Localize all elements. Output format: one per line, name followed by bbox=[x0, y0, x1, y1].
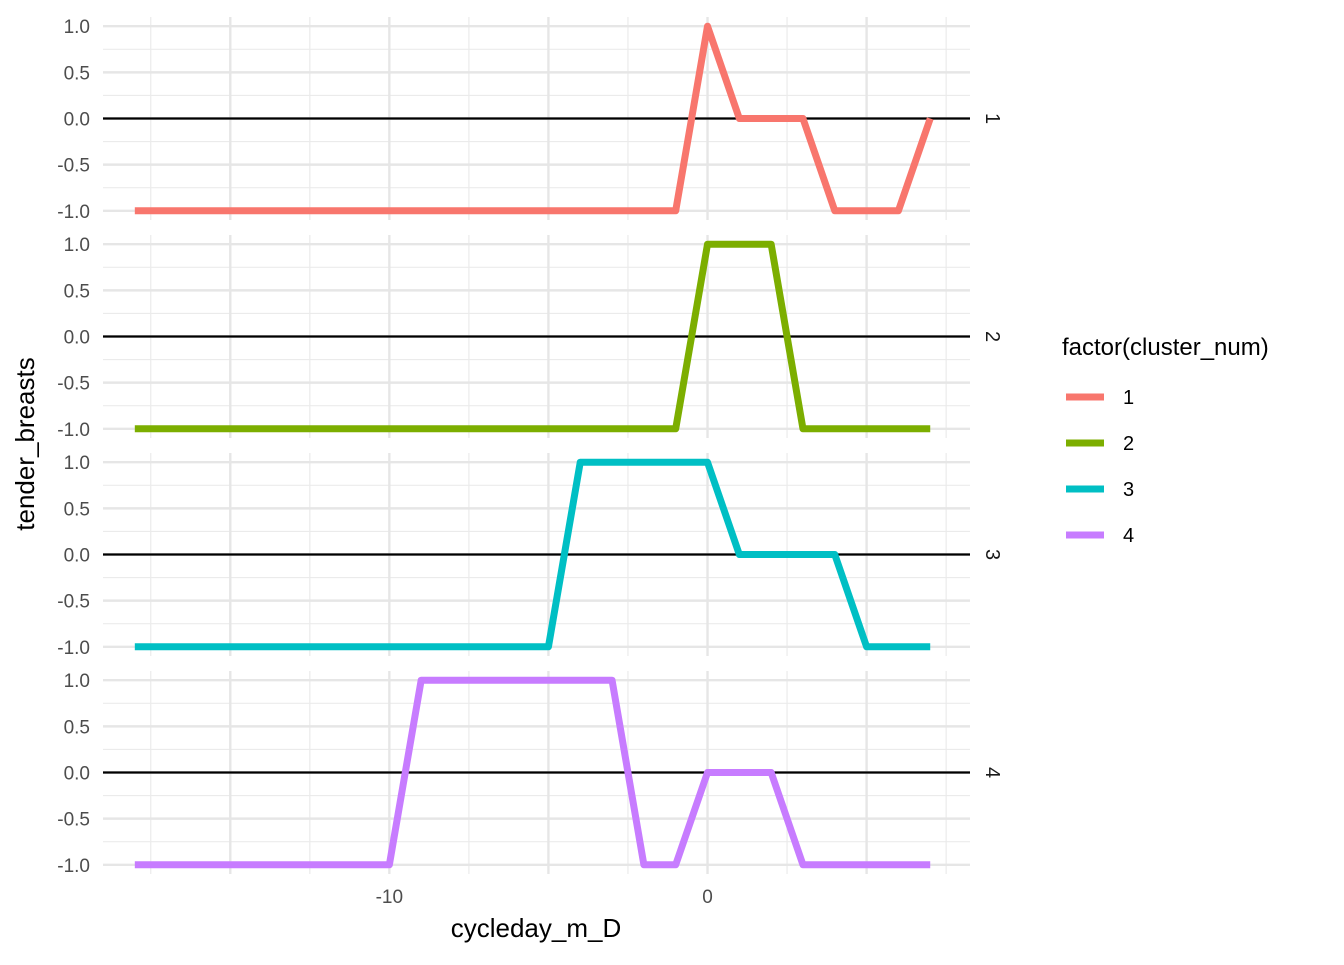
y-tick-label: -0.5 bbox=[57, 592, 90, 613]
y-tick-label: -0.5 bbox=[57, 156, 90, 177]
y-tick-label: -0.5 bbox=[57, 810, 90, 831]
series-line-4 bbox=[134, 676, 931, 869]
y-tick-label: -1.0 bbox=[57, 638, 90, 659]
legend-item-1: 1 bbox=[1066, 387, 1134, 409]
y-tick-label: -1.0 bbox=[57, 202, 90, 223]
y-tick-label: 0.5 bbox=[64, 281, 90, 302]
facet-strip-label: 3 bbox=[981, 549, 1003, 560]
y-tick-label: 1.0 bbox=[64, 235, 90, 256]
y-tick-label: 0.0 bbox=[64, 328, 90, 349]
x-tick-label: 0 bbox=[702, 887, 713, 908]
series-line-1 bbox=[134, 22, 934, 215]
y-tick-label: 1.0 bbox=[64, 17, 90, 38]
facet-panels: 1.0 0.5 0.0 -0.5 -1.0 1 1.0 0.5 0.0 -0.5 -1.0 2 1.0 0… bbox=[57, 17, 1003, 877]
series-line-3 bbox=[134, 458, 931, 651]
facet-panel-4: 1.0 0.5 0.0 -0.5 -1.0 4 bbox=[57, 671, 1003, 877]
y-axis-title: tender_breasts bbox=[10, 357, 40, 530]
y-tick-label: 1.0 bbox=[64, 671, 90, 692]
facet-strip-label: 1 bbox=[981, 113, 1003, 124]
y-tick-label: -1.0 bbox=[57, 420, 90, 441]
facet-panel-3: 1.0 0.5 0.0 -0.5 -1.0 3 bbox=[57, 453, 1003, 659]
legend-item-2: 2 bbox=[1066, 433, 1134, 455]
legend-item-3: 3 bbox=[1066, 479, 1134, 501]
series-line-2 bbox=[134, 240, 931, 433]
legend-title: factor(cluster_num) bbox=[1062, 334, 1269, 361]
legend-label: 1 bbox=[1123, 387, 1134, 409]
y-tick-label: 0.5 bbox=[64, 717, 90, 738]
facet-strip-label: 4 bbox=[981, 767, 1003, 778]
y-tick-label: 0.5 bbox=[64, 499, 90, 520]
y-tick-label: 0.5 bbox=[64, 63, 90, 84]
y-tick-label: 0.0 bbox=[64, 764, 90, 785]
facet-panel-1: 1.0 0.5 0.0 -0.5 -1.0 1 bbox=[57, 17, 1003, 223]
y-tick-label: 0.0 bbox=[64, 546, 90, 567]
facet-panel-2: 1.0 0.5 0.0 -0.5 -1.0 2 bbox=[57, 235, 1003, 441]
y-tick-label: 0.0 bbox=[64, 110, 90, 131]
legend-label: 4 bbox=[1123, 525, 1134, 547]
legend-item-4: 4 bbox=[1066, 525, 1134, 547]
x-axis-title: cycleday_m_D bbox=[451, 913, 622, 943]
facet-strip-label: 2 bbox=[981, 331, 1003, 342]
x-axis: -10 0 bbox=[376, 887, 713, 908]
legend-label: 2 bbox=[1123, 433, 1134, 455]
y-tick-label: -1.0 bbox=[57, 856, 90, 877]
legend-label: 3 bbox=[1123, 479, 1134, 501]
x-tick-label: -10 bbox=[376, 887, 403, 908]
y-tick-label: 1.0 bbox=[64, 453, 90, 474]
y-tick-label: -0.5 bbox=[57, 374, 90, 395]
legend: factor(cluster_num) 1 2 3 4 bbox=[1062, 334, 1269, 547]
